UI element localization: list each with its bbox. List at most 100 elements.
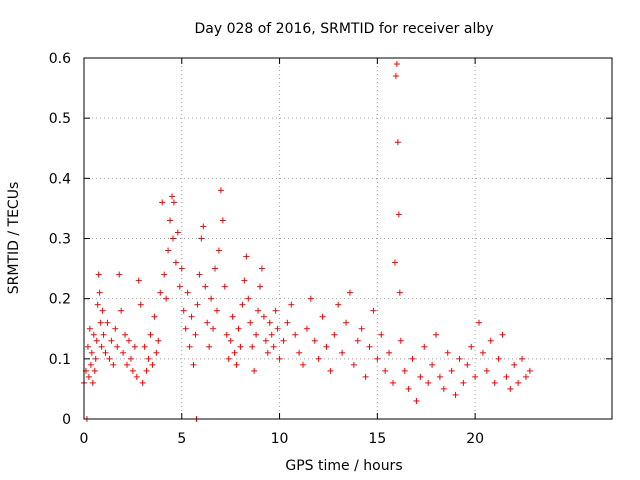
data-point bbox=[499, 331, 506, 338]
data-point bbox=[157, 289, 164, 296]
data-point bbox=[425, 379, 432, 386]
data-point bbox=[206, 343, 213, 350]
data-point bbox=[196, 271, 203, 278]
data-point bbox=[165, 247, 172, 254]
data-point bbox=[176, 283, 183, 290]
data-point bbox=[223, 331, 230, 338]
data-point bbox=[143, 367, 150, 374]
data-point bbox=[161, 271, 168, 278]
x-tick-label: 10 bbox=[271, 431, 289, 447]
data-point bbox=[100, 331, 107, 338]
data-point bbox=[153, 349, 160, 356]
x-tick-label: 0 bbox=[80, 431, 89, 447]
data-point bbox=[315, 355, 322, 362]
data-point bbox=[311, 337, 318, 344]
data-point bbox=[413, 397, 420, 404]
data-point bbox=[180, 307, 187, 314]
data-point bbox=[519, 355, 526, 362]
y-tick-label: 0.6 bbox=[49, 51, 71, 67]
data-point bbox=[389, 379, 396, 386]
data-point bbox=[395, 211, 402, 218]
data-point bbox=[114, 343, 121, 350]
data-point bbox=[307, 295, 314, 302]
data-point bbox=[125, 337, 132, 344]
data-point bbox=[172, 259, 179, 266]
data-point bbox=[169, 235, 176, 242]
data-point bbox=[87, 361, 94, 368]
data-point bbox=[212, 265, 219, 272]
data-point bbox=[436, 373, 443, 380]
data-point bbox=[139, 379, 146, 386]
data-point bbox=[378, 331, 385, 338]
data-point bbox=[401, 367, 408, 374]
data-point bbox=[137, 301, 144, 308]
data-point bbox=[217, 187, 224, 194]
data-point bbox=[409, 355, 416, 362]
data-point bbox=[102, 349, 109, 356]
data-point bbox=[186, 343, 193, 350]
data-point bbox=[106, 355, 113, 362]
data-point bbox=[264, 349, 271, 356]
data-point bbox=[155, 337, 162, 344]
data-point bbox=[227, 337, 234, 344]
data-point bbox=[319, 313, 326, 320]
data-point bbox=[159, 199, 166, 206]
x-tick-label: 5 bbox=[177, 431, 186, 447]
data-point bbox=[84, 343, 91, 350]
data-point bbox=[200, 223, 207, 230]
data-point bbox=[169, 193, 175, 200]
data-point bbox=[245, 295, 252, 302]
data-point bbox=[460, 379, 467, 386]
data-point bbox=[98, 343, 105, 350]
y-tick-label: 0.2 bbox=[49, 292, 71, 308]
data-point bbox=[96, 289, 103, 296]
data-point bbox=[374, 355, 381, 362]
data-point bbox=[417, 373, 424, 380]
data-point bbox=[198, 235, 205, 242]
axis-ticks: 0 0.1 0.2 0.3 0.4 0.5 0.6 0 5 10 15 20 bbox=[49, 51, 612, 447]
data-point bbox=[97, 319, 104, 326]
data-point bbox=[215, 247, 222, 254]
data-point bbox=[95, 271, 102, 278]
data-point bbox=[440, 385, 447, 392]
data-point bbox=[292, 331, 299, 338]
data-point bbox=[522, 373, 529, 380]
data-point bbox=[343, 319, 350, 326]
data-point bbox=[270, 343, 277, 350]
data-point bbox=[190, 361, 197, 368]
data-point bbox=[141, 343, 148, 350]
data-point bbox=[239, 301, 246, 308]
data-point bbox=[170, 199, 177, 206]
data-point bbox=[202, 283, 209, 290]
y-tick-label: 0.5 bbox=[49, 111, 71, 127]
data-point bbox=[116, 271, 123, 278]
data-point bbox=[479, 349, 486, 356]
data-point bbox=[456, 355, 463, 362]
data-point bbox=[386, 349, 393, 356]
data-point bbox=[90, 331, 97, 338]
data-point bbox=[272, 307, 279, 314]
data-point bbox=[507, 385, 514, 392]
data-point bbox=[257, 283, 263, 290]
data-point bbox=[354, 337, 361, 344]
data-point bbox=[487, 337, 494, 344]
data-point bbox=[182, 325, 189, 332]
data-point bbox=[92, 355, 99, 362]
data-point bbox=[131, 343, 138, 350]
data-point bbox=[483, 367, 490, 374]
data-point bbox=[99, 307, 106, 314]
data-point bbox=[323, 343, 330, 350]
data-point bbox=[274, 325, 281, 332]
data-point bbox=[526, 367, 533, 374]
data-point bbox=[129, 367, 136, 374]
data-point bbox=[192, 331, 199, 338]
data-point bbox=[124, 361, 131, 368]
data-point bbox=[210, 325, 217, 332]
x-tick-label: 15 bbox=[368, 431, 386, 447]
data-point bbox=[112, 325, 119, 332]
data-point bbox=[251, 367, 258, 374]
data-points bbox=[81, 61, 533, 422]
data-point bbox=[178, 265, 185, 272]
data-point bbox=[163, 295, 170, 302]
data-point bbox=[260, 313, 267, 320]
